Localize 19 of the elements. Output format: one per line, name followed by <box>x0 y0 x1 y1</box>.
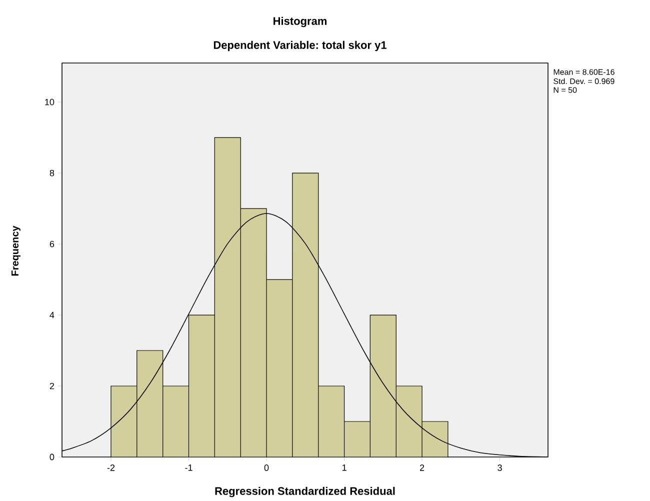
x-tick-label: -1 <box>185 464 192 471</box>
x-axis-title: Regression Standardized Residual <box>215 486 395 498</box>
y-tick-label: 0 <box>50 454 54 460</box>
chart-subtitle: Dependent Variable: total skor y1 <box>214 40 386 52</box>
x-tick-label: 2 <box>420 464 424 471</box>
y-tick-label: 4 <box>50 312 54 318</box>
x-tick-label: -2 <box>107 464 115 471</box>
chart-title: Histogram <box>274 16 327 28</box>
x-tick-label: 0 <box>264 464 269 471</box>
x-tick-label: 3 <box>498 464 502 471</box>
text: N = 50 <box>554 87 577 93</box>
y-tick-label: 8 <box>50 170 54 176</box>
x-tick-label: 1 <box>342 464 346 471</box>
text: Mean = 8.60E-16 <box>554 69 614 75</box>
y-axis-title: Frequency <box>12 226 20 276</box>
y-tick-label: 10 <box>45 98 54 106</box>
text: Std. Dev. = 0.969 <box>554 78 614 84</box>
y-tick-label: 6 <box>50 240 54 248</box>
y-tick-label: 2 <box>50 382 54 390</box>
